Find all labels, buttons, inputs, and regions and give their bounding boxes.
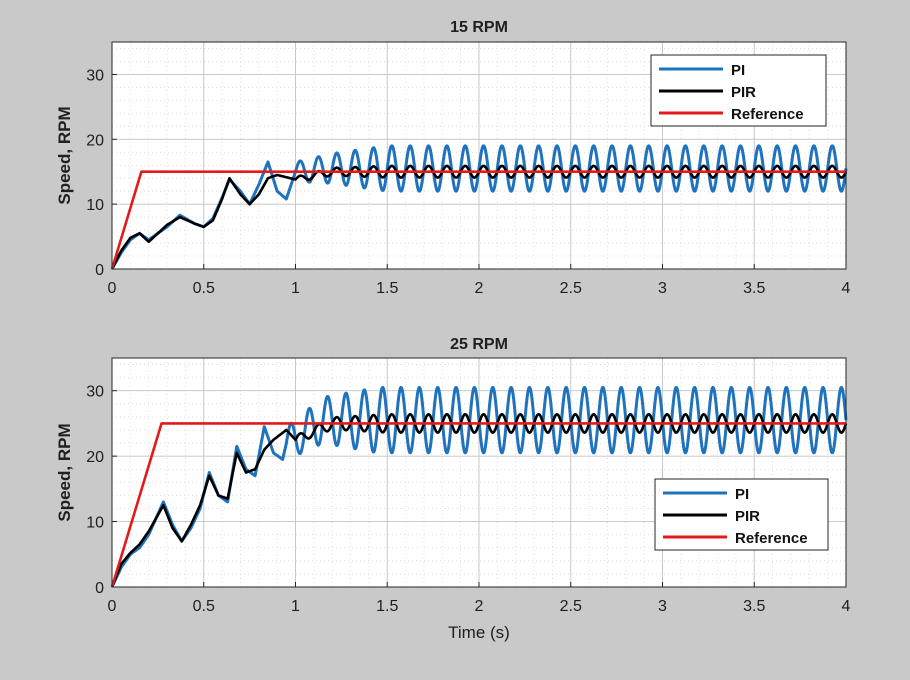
- legend: PI PIR Reference: [650, 54, 827, 127]
- y-tick-label: 0: [95, 262, 104, 279]
- y-axis-ticks: 0 10 20 30: [86, 384, 117, 597]
- x-tick-label: 1: [291, 280, 300, 297]
- major-grid: [111, 42, 847, 270]
- y-axis-label: Speed, RPM: [55, 423, 74, 521]
- x-tick-label: 0.5: [193, 598, 215, 615]
- x-tick-label: 2.5: [560, 598, 582, 615]
- y-tick-label: 20: [86, 449, 104, 466]
- chart-panel-25rpm: 0 0.5 1 1.5 2 2.5 3 3.5 4 0 10 20 30 25 RPM Speed, …: [55, 336, 851, 642]
- legend-label-pir: PIR: [731, 84, 756, 101]
- chart-title: 25 RPM: [450, 336, 508, 353]
- series-line-reference: [110, 170, 846, 270]
- x-tick-label: 3.5: [743, 280, 765, 297]
- x-tick-label: 0: [108, 598, 117, 615]
- legend-label-reference: Reference: [731, 106, 804, 123]
- y-tick-label: 10: [86, 197, 104, 214]
- series-layer: [110, 386, 848, 588]
- x-tick-label: 2.5: [560, 280, 582, 297]
- legend-label-reference: Reference: [735, 530, 808, 547]
- x-axis-ticks: 0 0.5 1 1.5 2 2.5 3 3.5 4: [108, 264, 851, 297]
- x-axis-ticks: 0 0.5 1 1.5 2 2.5 3 3.5 4: [108, 582, 851, 615]
- x-tick-label: 2: [475, 280, 484, 297]
- x-tick-label: 0.5: [193, 280, 215, 297]
- series-line-reference: [110, 422, 846, 588]
- x-tick-label: 4: [842, 280, 851, 297]
- x-tick-label: 1: [291, 598, 300, 615]
- x-tick-label: 3.5: [743, 598, 765, 615]
- x-axis-label: Time (s): [448, 623, 510, 642]
- chart-panel-15rpm: 0 0.5 1 1.5 2 2.5 3 3.5 4 0 10 20 30 15 RPM Speed, …: [55, 19, 851, 297]
- legend: PI PIR Reference: [654, 478, 829, 551]
- legend-label-pi: PI: [735, 486, 749, 503]
- y-tick-label: 20: [86, 132, 104, 149]
- x-tick-label: 1.5: [376, 598, 398, 615]
- y-axis-ticks: 0 10 20 30: [86, 67, 117, 279]
- series-layer: [110, 144, 848, 270]
- x-tick-label: 0: [108, 280, 117, 297]
- legend-label-pi: PI: [731, 62, 745, 79]
- y-tick-label: 30: [86, 384, 104, 401]
- legend-label-pir: PIR: [735, 508, 760, 525]
- y-tick-label: 10: [86, 515, 104, 532]
- y-tick-label: 0: [95, 580, 104, 597]
- x-tick-label: 1.5: [376, 280, 398, 297]
- x-tick-label: 3: [658, 598, 667, 615]
- x-tick-label: 4: [842, 598, 851, 615]
- x-tick-label: 2: [475, 598, 484, 615]
- chart-title: 15 RPM: [450, 19, 508, 36]
- x-tick-label: 3: [658, 280, 667, 297]
- y-tick-label: 30: [86, 67, 104, 84]
- y-axis-label: Speed, RPM: [55, 106, 74, 204]
